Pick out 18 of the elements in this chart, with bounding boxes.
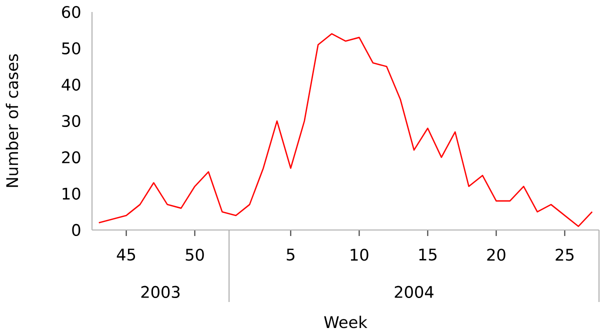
y-tick-label: 10 <box>62 188 80 200</box>
y-tick-label: 20 <box>62 151 80 164</box>
x-tick-label: 25 <box>556 248 574 261</box>
x-tick-label: 20 <box>487 248 506 261</box>
y-tick-label: 40 <box>62 78 80 91</box>
y-tick-label: 0 <box>72 224 80 236</box>
x-tick-label: 10 <box>350 248 368 261</box>
x-tick-label: 45 <box>116 248 136 261</box>
text: 2003 <box>141 286 180 298</box>
x-axis-title: Week <box>324 316 368 328</box>
y-axis-title: Number of cases <box>6 54 18 187</box>
y-tick-label: 30 <box>62 114 80 128</box>
y-tick-label: 60 <box>62 6 80 18</box>
y-tick-label: 50 <box>62 42 80 54</box>
text: 2004 <box>394 286 434 298</box>
x-tick-label: 50 <box>186 248 204 261</box>
x-tick-label: 15 <box>419 248 436 261</box>
x-tick-label: 5 <box>286 248 294 261</box>
